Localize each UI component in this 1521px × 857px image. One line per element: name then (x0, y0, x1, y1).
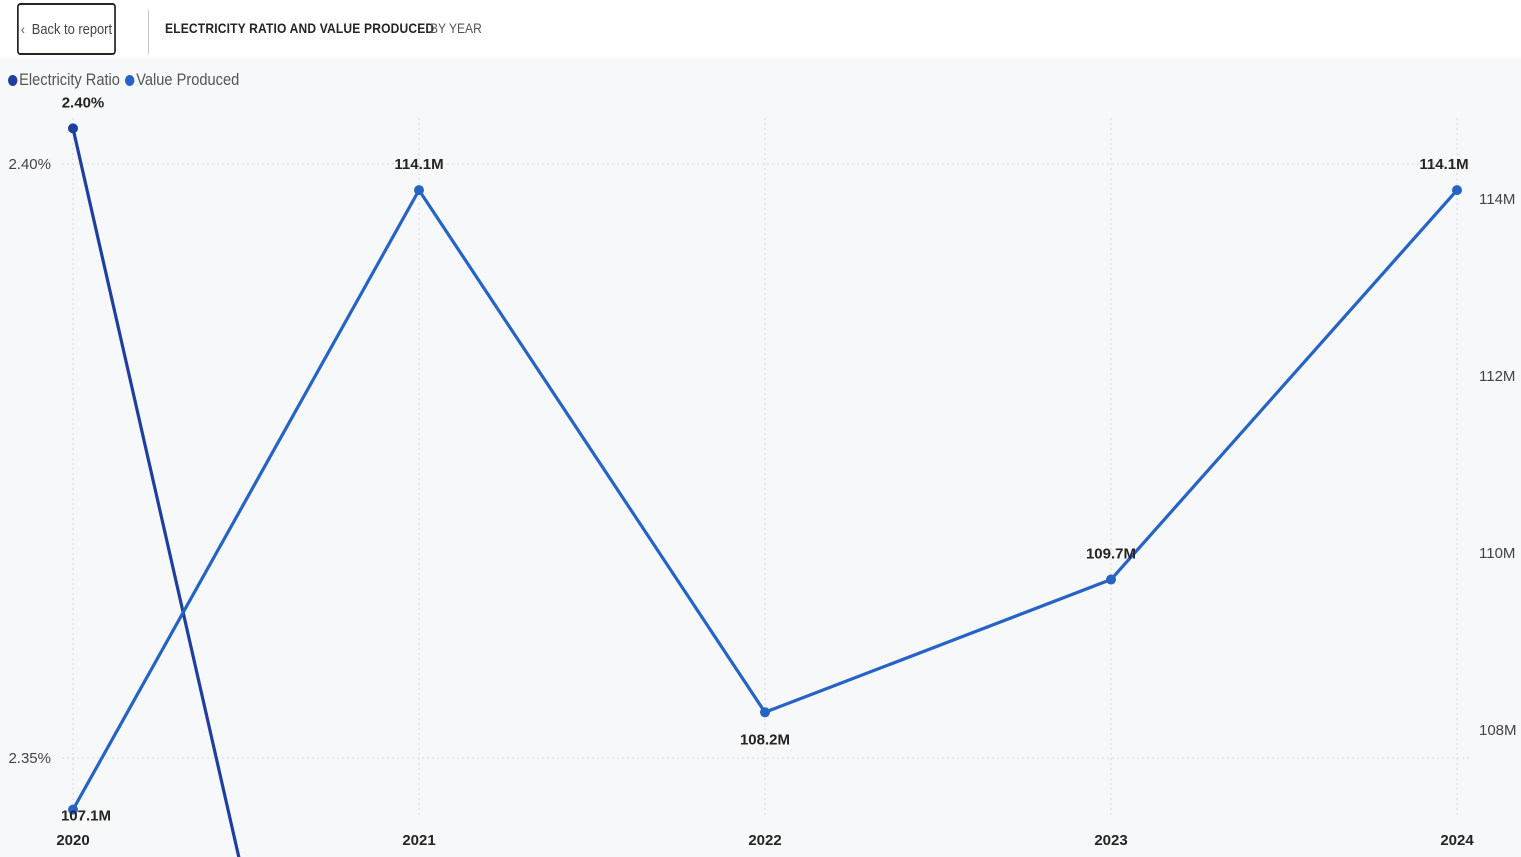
legend-label-value-produced: Value Produced (136, 70, 240, 89)
data-label-value-2022: 108.2M (740, 731, 790, 748)
data-label-value-2023: 109.7M (1086, 546, 1136, 563)
data-label-electricity-2022: 2.34% (744, 855, 787, 857)
legend-label-electricity-ratio: Electricity Ratio (19, 70, 120, 89)
x-tick-label-2022: 2022 (748, 832, 781, 849)
y-right-tick-label: 108M (1479, 722, 1517, 739)
y-left-tick-label: 2.40% (8, 156, 51, 173)
data-label-value-2020: 107.1M (61, 808, 111, 825)
point-value-2024 (1452, 185, 1462, 196)
header-divider (148, 10, 149, 54)
chart-title: ELECTRICITY RATIO AND VALUE PRODUCED (165, 20, 435, 36)
chevron-left-icon: ‹ (20, 21, 25, 37)
point-value-2023 (1106, 574, 1116, 585)
back-to-report-button[interactable]: ‹ Back to report (17, 3, 116, 55)
top-bar: ‹ Back to report ELECTRICITY RATIO AND V… (0, 0, 1521, 58)
x-tick-label-2020: 2020 (56, 832, 89, 849)
chart-subtitle: BY YEAR (430, 20, 482, 36)
x-tick-label-2021: 2021 (402, 832, 435, 849)
back-button-label: Back to report (31, 20, 113, 38)
point-value-2022 (760, 707, 770, 718)
point-value-2020 (68, 804, 78, 815)
legend-item-electricity-ratio[interactable]: Electricity Ratio (8, 70, 120, 90)
chart-canvas (0, 58, 1521, 857)
point-value-2021 (414, 185, 424, 196)
data-label-value-2021: 114.1M (394, 156, 443, 173)
legend-item-value-produced[interactable]: Value Produced (125, 70, 239, 90)
y-right-tick-label: 110M (1479, 545, 1515, 562)
legend-dot-value-icon (125, 74, 135, 86)
x-tick-label-2023: 2023 (1094, 832, 1127, 849)
chart-legend: Electricity Ratio Value Produced (8, 70, 244, 90)
data-label-value-2024: 114.1M (1419, 156, 1468, 173)
legend-dot-electricity-icon (8, 74, 18, 86)
point-electricity-2020 (68, 123, 78, 134)
y-left-tick-label: 2.35% (8, 750, 51, 767)
data-label-electricity-2020: 2.40% (62, 94, 105, 111)
y-right-tick-label: 114M (1479, 191, 1515, 208)
y-right-tick-label: 112M (1479, 368, 1515, 385)
x-tick-label-2024: 2024 (1440, 832, 1474, 849)
